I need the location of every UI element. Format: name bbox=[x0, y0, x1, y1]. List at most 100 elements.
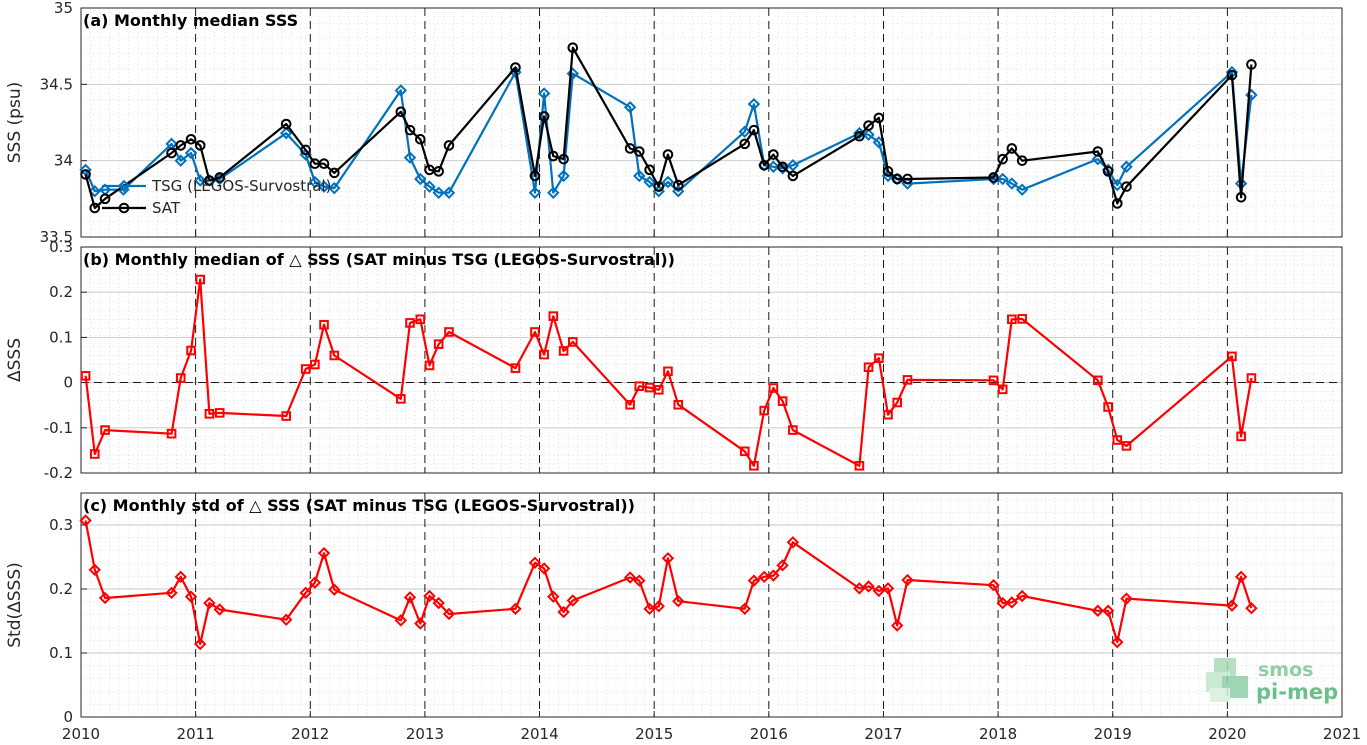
minor-grid bbox=[81, 247, 1342, 473]
data-point bbox=[1235, 192, 1247, 203]
data-point bbox=[558, 153, 569, 165]
data-point bbox=[777, 396, 788, 406]
data-point bbox=[300, 144, 311, 156]
x-tick-label: 2015 bbox=[635, 725, 673, 743]
data-point bbox=[280, 118, 292, 130]
data-point bbox=[442, 186, 456, 199]
data-point bbox=[566, 594, 580, 607]
y-tick-label: 35 bbox=[54, 0, 73, 17]
data-point bbox=[777, 161, 788, 173]
data-point bbox=[319, 319, 329, 330]
data-point bbox=[279, 613, 293, 626]
data-point bbox=[394, 84, 408, 97]
y-tick-label: 0.2 bbox=[49, 580, 73, 598]
data-point bbox=[548, 150, 559, 162]
data-point bbox=[308, 576, 322, 589]
data-point bbox=[214, 408, 225, 418]
series-delta-1 bbox=[80, 274, 1257, 471]
data-point bbox=[776, 162, 789, 175]
logo-emblem-icon bbox=[1206, 658, 1248, 702]
data-point bbox=[653, 385, 664, 395]
data-point bbox=[328, 583, 341, 596]
data-point bbox=[175, 373, 186, 383]
data-point bbox=[1102, 166, 1114, 177]
year-lines bbox=[195, 493, 1228, 717]
data-point bbox=[853, 582, 866, 595]
data-point bbox=[672, 179, 684, 191]
data-point bbox=[1091, 604, 1105, 617]
data-point bbox=[404, 124, 416, 136]
data-point bbox=[996, 172, 1009, 186]
data-point bbox=[547, 186, 560, 199]
data-point bbox=[537, 87, 551, 100]
data-point bbox=[1226, 69, 1238, 81]
data-point bbox=[538, 111, 550, 122]
data-point bbox=[901, 573, 914, 587]
data-point bbox=[166, 147, 177, 159]
data-point bbox=[1101, 604, 1115, 617]
data-point bbox=[1120, 160, 1133, 173]
data-point bbox=[1236, 431, 1246, 442]
data-point bbox=[547, 590, 560, 603]
x-tick-label: 2010 bbox=[62, 725, 100, 743]
data-point bbox=[624, 143, 636, 154]
logo-text-pi-mep: pi-mep bbox=[1256, 680, 1338, 704]
data-point bbox=[882, 166, 894, 177]
data-point bbox=[204, 408, 215, 419]
data-point bbox=[1092, 146, 1104, 157]
data-point bbox=[996, 596, 1009, 610]
data-point bbox=[673, 399, 684, 410]
plot-area bbox=[81, 8, 1342, 237]
data-point bbox=[548, 311, 559, 321]
series-sat bbox=[80, 42, 1257, 214]
data-point bbox=[98, 591, 112, 605]
data-point bbox=[396, 394, 406, 404]
data-point bbox=[186, 345, 196, 356]
data-point bbox=[414, 617, 427, 630]
data-point bbox=[433, 166, 444, 177]
y-tick-label: 0.2 bbox=[49, 283, 73, 301]
data-point bbox=[566, 67, 580, 80]
data-point bbox=[329, 350, 340, 361]
data-point bbox=[634, 381, 645, 392]
data-point bbox=[1016, 155, 1028, 166]
data-point bbox=[902, 375, 913, 385]
data-point bbox=[403, 151, 417, 164]
y-tick-label: 0.3 bbox=[49, 238, 73, 256]
axes-box bbox=[80, 492, 1343, 718]
x-ticks: 2010 2011 2012 2013 2014 2015 2016 2017 2018 2019… bbox=[62, 711, 1361, 743]
legend-marker bbox=[117, 179, 131, 193]
data-point bbox=[395, 106, 407, 118]
data-point bbox=[1120, 592, 1133, 605]
data-point bbox=[747, 574, 761, 587]
data-point bbox=[1246, 373, 1257, 383]
data-point bbox=[100, 425, 110, 435]
y-axis-label: SSS (psu) bbox=[5, 82, 25, 163]
data-point bbox=[987, 578, 1000, 592]
data-point bbox=[184, 146, 198, 160]
data-point bbox=[759, 405, 770, 416]
x-ticks bbox=[80, 467, 1343, 473]
data-point bbox=[1227, 351, 1237, 362]
data-point bbox=[88, 184, 101, 198]
data-point bbox=[405, 318, 415, 328]
data-point bbox=[863, 362, 874, 373]
data-point bbox=[672, 184, 685, 198]
data-point bbox=[643, 175, 656, 189]
data-point bbox=[1245, 601, 1258, 615]
y-tick-label: 34.5 bbox=[40, 75, 73, 93]
data-point bbox=[661, 552, 675, 565]
data-point bbox=[633, 574, 646, 587]
x-tick-label: 2018 bbox=[979, 725, 1017, 743]
panel-title: (b) Monthly median of △ SSS (SAT minus T… bbox=[83, 250, 675, 269]
data-point bbox=[403, 591, 417, 604]
data-point bbox=[862, 128, 875, 141]
legend-label: SAT bbox=[152, 199, 181, 217]
data-point bbox=[1093, 375, 1103, 386]
data-point bbox=[415, 314, 426, 325]
data-point bbox=[786, 536, 800, 549]
panel-title: (c) Monthly std of △ SSS (SAT minus TSG … bbox=[83, 496, 635, 515]
data-point bbox=[1103, 402, 1113, 412]
legend-label: TSG (LEGOS-Survostral) bbox=[151, 177, 331, 195]
